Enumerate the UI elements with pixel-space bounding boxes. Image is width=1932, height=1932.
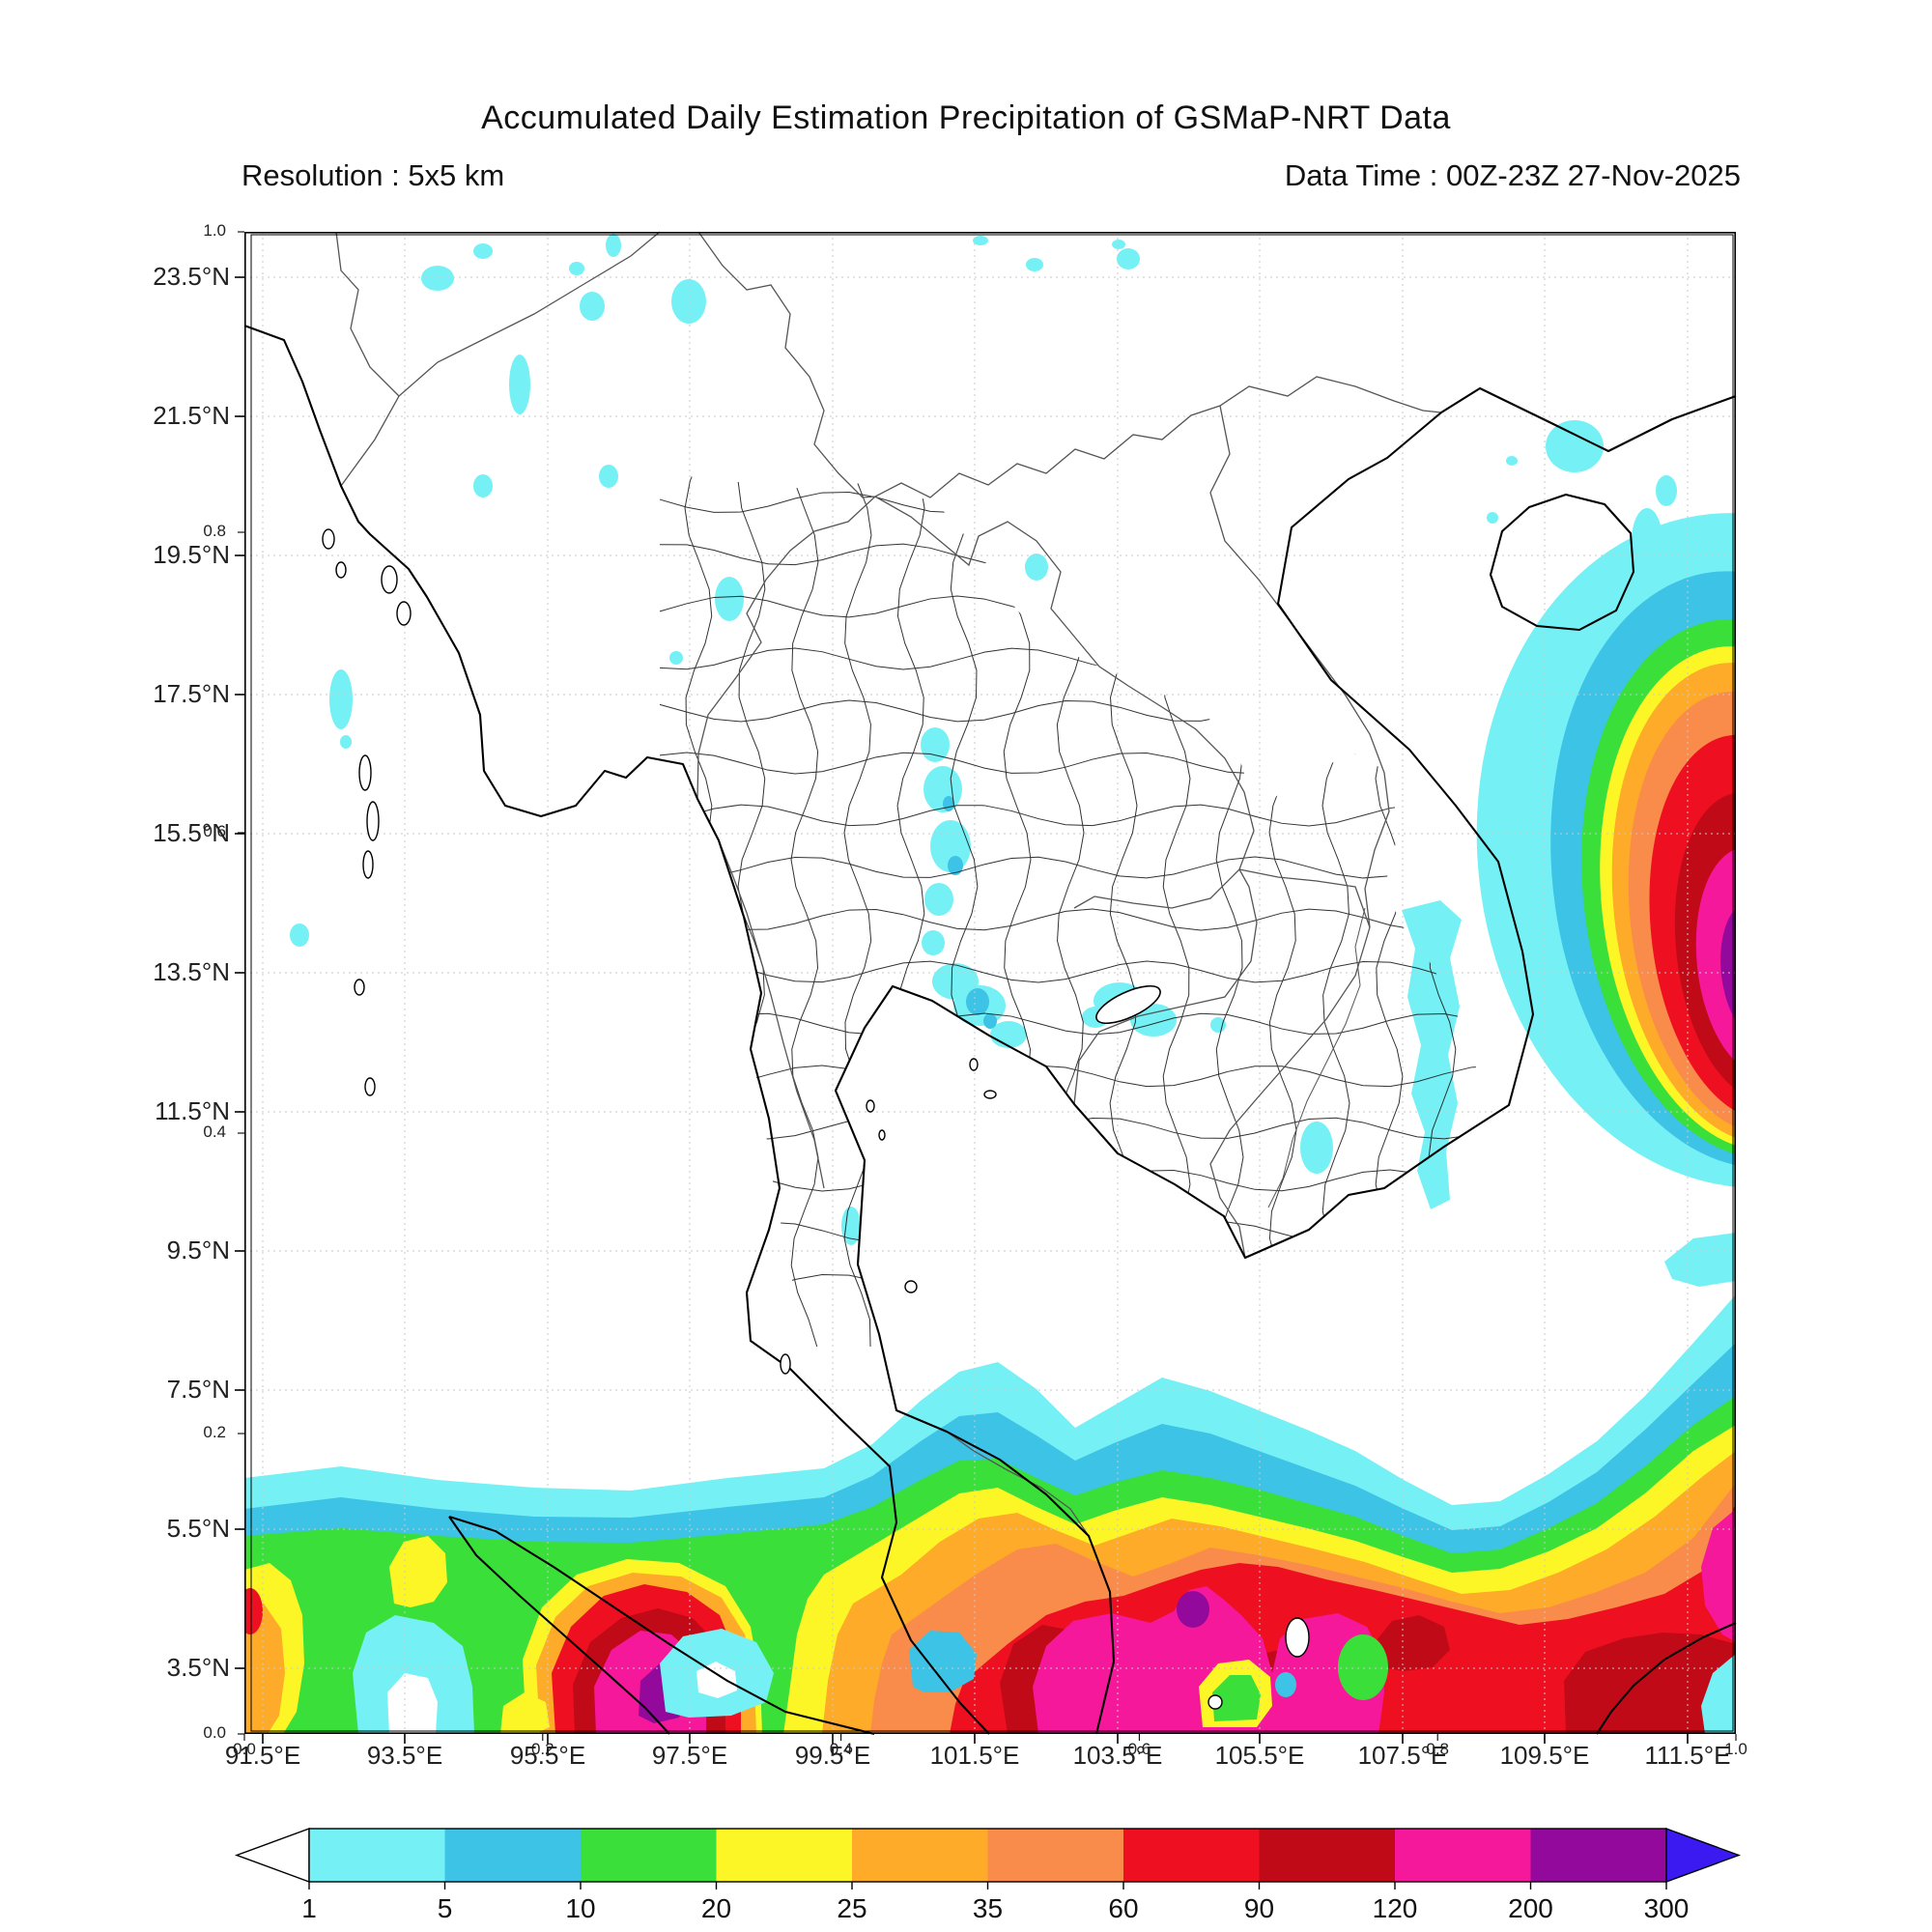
colorbar-segment [1395, 1829, 1531, 1882]
lat-tick-label: 9.5°N [166, 1236, 230, 1264]
colorbar-segment [581, 1829, 717, 1882]
lon-tick-label: 91.5°E [224, 1741, 301, 1770]
lat-tick-label: 15.5°N [153, 818, 230, 847]
rain-speckles [290, 234, 1677, 1245]
fraction-tick-label-bottom: 1.0 [1724, 1740, 1747, 1758]
fraction-tick-label-left: 0.2 [203, 1423, 226, 1441]
fraction-tick-label-left: 0.8 [203, 522, 226, 540]
lon-tick-label: 103.5°E [1072, 1741, 1163, 1770]
fraction-tick-label-bottom: 0.4 [829, 1740, 853, 1758]
colorbar-tick-label: 1 [301, 1893, 317, 1923]
lon-tick-label: 107.5°E [1357, 1741, 1448, 1770]
colorbar-tick-label: 35 [973, 1893, 1003, 1923]
resolution-label: Resolution : 5x5 km [242, 158, 505, 192]
fraction-tick-label-bottom: 0.8 [1426, 1740, 1449, 1758]
colorbar-tick-label: 5 [438, 1893, 453, 1923]
fraction-tick-label-left: 1.0 [203, 221, 226, 240]
colorbar-segment [716, 1829, 853, 1882]
colorbar-over-arrow [1665, 1827, 1742, 1884]
lon-tick-label: 111.5°E [1644, 1741, 1731, 1770]
colorbar-tick-label: 90 [1244, 1893, 1274, 1923]
colorbar-under-arrow [234, 1827, 310, 1884]
colorbar: 1 5 10 20 25 35 60 90 120 200 300 [234, 1827, 1742, 1923]
colorbar-segment [852, 1829, 988, 1882]
sumatra-west-coast [448, 1516, 670, 1735]
fraction-tick-label-bottom: 0.2 [530, 1740, 554, 1758]
fraction-tick-label-left: 0.0 [203, 1723, 226, 1742]
lon-tick-label: 105.5°E [1214, 1741, 1305, 1770]
fraction-tick-label-left: 0.4 [203, 1122, 226, 1141]
colorbar-tick-label: 300 [1644, 1893, 1690, 1923]
colorbar-tick-label: 25 [837, 1893, 867, 1923]
colorbar-segment [309, 1829, 445, 1882]
precipitation-layers [244, 234, 1736, 1734]
borneo-coast [1596, 1622, 1737, 1735]
colorbar-tick-label: 60 [1108, 1893, 1138, 1923]
tonle-sap-lake [1095, 984, 1161, 1025]
lat-tick-label: 23.5°N [153, 262, 230, 291]
lat-tick-label: 19.5°N [153, 540, 230, 569]
precip-south-band [244, 1294, 1736, 1734]
lon-tick-label: 93.5°E [366, 1741, 443, 1770]
lat-tick-label: 17.5°N [153, 679, 230, 708]
map-frame [244, 232, 1737, 1735]
axis-ticks [235, 231, 1737, 1744]
colorbar-segment [1259, 1829, 1396, 1882]
colorbar-tick-label: 120 [1373, 1893, 1418, 1923]
colorbar-bar: 1 5 10 20 25 35 60 90 120 200 300 [234, 1827, 1742, 1923]
lat-tick-label: 3.5°N [166, 1653, 230, 1682]
fraction-tick-label-bottom: 0.6 [1127, 1740, 1151, 1758]
coastal-rain-streaks [1402, 900, 1736, 1287]
precipitation-map [235, 231, 1737, 1744]
colorbar-segment [1123, 1829, 1260, 1882]
lon-tick-label: 109.5°E [1499, 1741, 1590, 1770]
lon-tick-label: 99.5°E [794, 1741, 871, 1770]
fraction-tick-label-bottom: 0.0 [233, 1740, 256, 1758]
lat-tick-label: 5.5°N [166, 1514, 230, 1543]
colorbar-segment [444, 1829, 582, 1882]
colorbar-segment [1530, 1829, 1667, 1882]
data-time-label: Data Time : 00Z-23Z 27-Nov-2025 [1284, 158, 1741, 192]
hainan-island [1489, 493, 1635, 632]
coastlines [243, 325, 1737, 1736]
small-islands [322, 528, 1310, 1710]
country-borders [335, 231, 1442, 1537]
fraction-tick-label-left: 0.6 [203, 822, 226, 840]
lat-tick-label: 21.5°N [153, 401, 230, 430]
lon-tick-label: 97.5°E [651, 1741, 728, 1770]
lat-tick-label: 13.5°N [153, 957, 230, 986]
lon-tick-label: 95.5°E [509, 1741, 586, 1770]
lat-tick-label: 7.5°N [166, 1375, 230, 1404]
colorbar-segment [987, 1829, 1124, 1882]
colorbar-tick-label: 20 [701, 1893, 731, 1923]
colorbar-tick-label: 200 [1508, 1893, 1553, 1923]
chart-title: Accumulated Daily Estimation Precipitati… [481, 99, 1451, 136]
storm-system [1476, 513, 1736, 1188]
lat-tick-label: 11.5°N [155, 1096, 230, 1125]
lon-tick-label: 101.5°E [929, 1741, 1020, 1770]
colorbar-tick-label: 10 [565, 1893, 595, 1923]
sumatra-east-coast [448, 1515, 875, 1736]
